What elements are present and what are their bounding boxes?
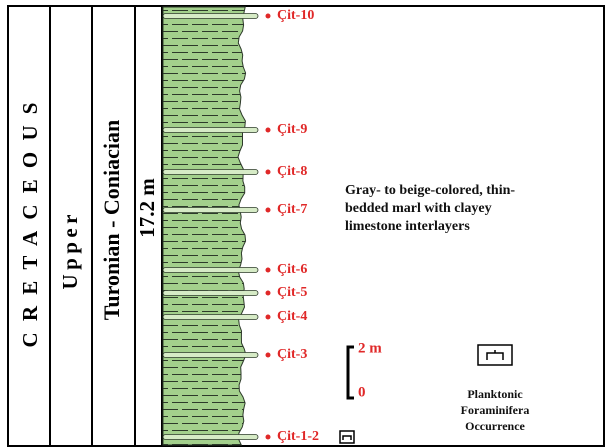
sample-dot xyxy=(266,291,271,296)
sample-dot xyxy=(266,435,271,440)
system-label: CRETACEOUS xyxy=(18,103,42,348)
sample-label: Çit-7 xyxy=(277,202,307,217)
scale-bottom: 0 xyxy=(358,384,366,400)
legend-line: Planktonic xyxy=(467,387,523,401)
sample-dot xyxy=(266,315,271,320)
sample-dot xyxy=(266,14,271,19)
sample-label: Çit-6 xyxy=(277,262,307,277)
scale-bar xyxy=(348,347,354,398)
sample-label: Çit-9 xyxy=(277,122,307,137)
sample-dot xyxy=(266,128,271,133)
limestone-bed xyxy=(163,128,258,133)
stage-label: Turonian - Coniacian xyxy=(99,120,124,321)
series-label: Upper xyxy=(58,215,82,290)
sample-dot xyxy=(266,353,271,358)
sample-label: Çit-10 xyxy=(277,8,314,23)
legend-icon xyxy=(478,345,512,365)
sample-label: Çit-3 xyxy=(277,347,307,362)
sample-label: Çit-4 xyxy=(277,309,307,324)
description-line: bedded marl with clayey xyxy=(345,201,492,216)
limestone-bed xyxy=(163,291,258,296)
sample-dot xyxy=(266,208,271,213)
thickness-label: 17.2 m xyxy=(135,178,159,238)
limestone-bed xyxy=(163,14,258,19)
limestone-bed xyxy=(163,435,258,440)
limestone-bed xyxy=(163,208,258,213)
legend-line: Foraminifera xyxy=(461,403,530,417)
limestone-bed xyxy=(163,315,258,320)
limestone-bed xyxy=(163,170,258,175)
sample-label: Çit-5 xyxy=(277,285,307,300)
description: Gray- to beige-colored, thin-bedded marl… xyxy=(345,183,515,234)
frame xyxy=(8,6,604,446)
limestone-bed xyxy=(163,268,258,273)
scale-top: 2 m xyxy=(358,340,382,356)
strat-column: Çit-10 Çit-9 Çit-8 Çit-7 Çit-6 Çit-5 Çit-4 Çit-… xyxy=(0,0,610,448)
limestone-bed xyxy=(163,353,258,358)
sample-icon xyxy=(340,431,354,443)
legend-line: Occurrence xyxy=(465,419,525,433)
description-line: limestone interlayers xyxy=(345,219,470,234)
sample-label: Çit-8 xyxy=(277,164,307,179)
sample-dot xyxy=(266,170,271,175)
sample-label: Çit-1-2 xyxy=(277,429,319,444)
marl-lithology xyxy=(163,7,246,445)
description-line: Gray- to beige-colored, thin- xyxy=(345,183,515,198)
sample-dot xyxy=(266,268,271,273)
